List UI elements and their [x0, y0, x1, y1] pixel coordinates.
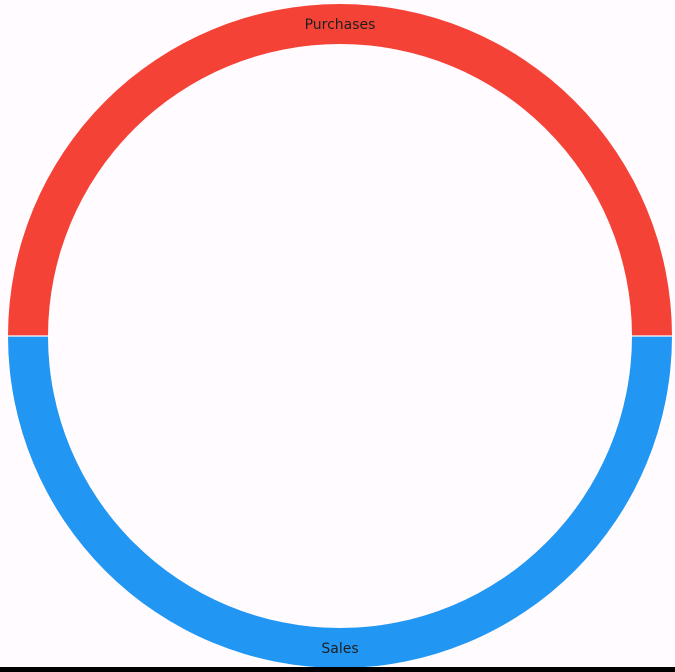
- slice-label-sales: Sales: [321, 641, 358, 657]
- donut-slices: [8, 4, 672, 668]
- slice-label-purchases: Purchases: [305, 17, 376, 33]
- donut-labels: Purchases Sales: [305, 17, 376, 657]
- donut-slice-sales: [8, 336, 672, 668]
- bottom-edge-bar: [0, 667, 675, 672]
- donut-slice-purchases: [8, 4, 672, 336]
